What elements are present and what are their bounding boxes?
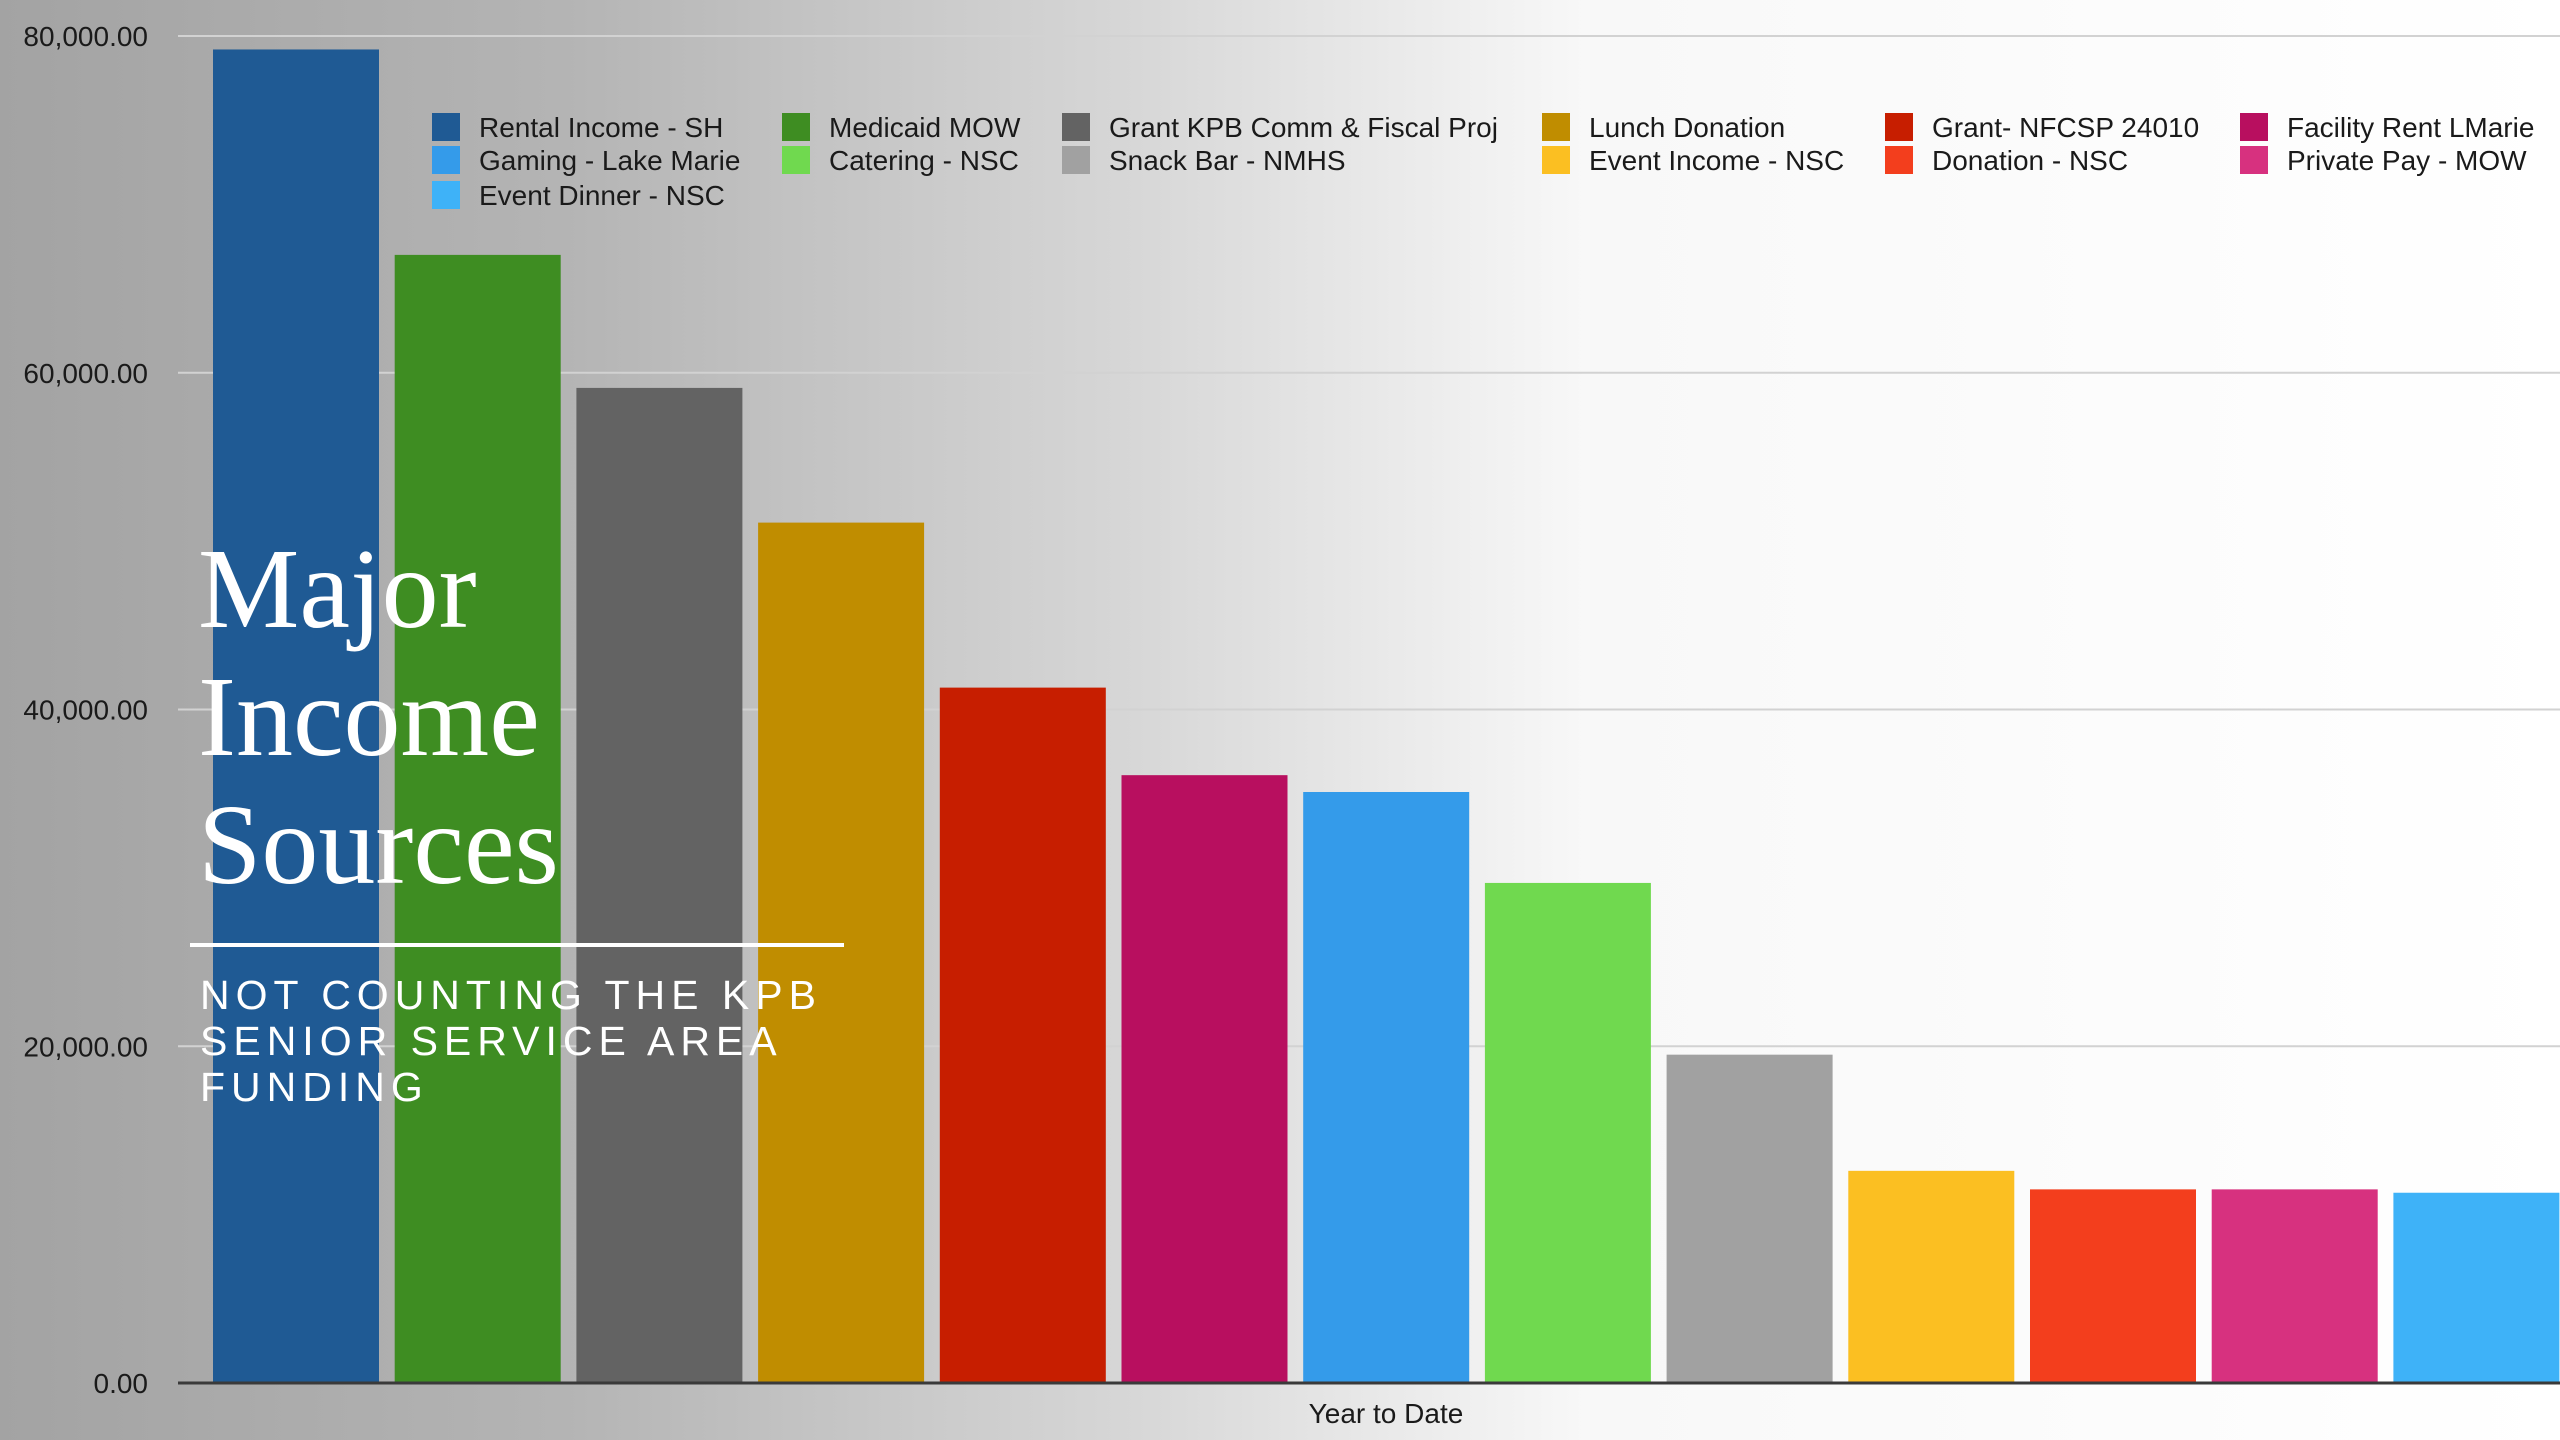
legend-swatch	[1885, 146, 1913, 174]
bar	[1484, 882, 1651, 1383]
y-axis-ticks: 0.00 20,000.00 40,000.00 60,000.00 80,000.00	[23, 21, 148, 1399]
y-tick-label: 80,000.00	[23, 21, 148, 52]
legend-label: Private Pay - MOW	[2287, 145, 2527, 176]
legend-swatch	[432, 181, 460, 209]
legend-label: Grant KPB Comm & Fiscal Proj	[1109, 112, 1498, 143]
bar	[1303, 792, 1470, 1383]
legend-swatch	[1542, 113, 1570, 141]
legend-label: Facility Rent LMarie	[2287, 112, 2534, 143]
x-axis-label: Year to Date	[1309, 1398, 1464, 1429]
legend-label: Grant- NFCSP 24010	[1932, 112, 2199, 143]
legend-label: Lunch Donation	[1589, 112, 1785, 143]
bar	[1848, 1170, 2015, 1383]
bar	[213, 49, 379, 1384]
legend-label: Event Income - NSC	[1589, 145, 1844, 176]
legend-swatch	[432, 113, 460, 141]
bar	[2393, 1192, 2560, 1383]
bar	[1666, 1054, 1833, 1383]
bar	[1121, 775, 1288, 1383]
legend-swatch	[782, 146, 810, 174]
legend-swatch	[432, 146, 460, 174]
title-divider	[190, 943, 844, 947]
y-tick-label: 0.00	[94, 1368, 149, 1399]
bar	[576, 387, 743, 1383]
legend-swatch	[2240, 146, 2268, 174]
grid-lines	[178, 35, 2560, 1048]
legend-swatch	[1885, 113, 1913, 141]
legend-swatch	[1062, 146, 1090, 174]
legend-label: Donation - NSC	[1932, 145, 2128, 176]
bar	[939, 687, 1106, 1383]
legend-swatch	[782, 113, 810, 141]
legend-label: Rental Income - SH	[479, 112, 723, 143]
legend-swatch	[1062, 113, 1090, 141]
y-tick-label: 20,000.00	[23, 1031, 148, 1062]
legend-swatch	[2240, 113, 2268, 141]
slide-title: Major Income Sources	[198, 525, 559, 908]
y-tick-label: 40,000.00	[23, 695, 148, 726]
bar	[2030, 1189, 2196, 1383]
legend-label: Catering - NSC	[829, 145, 1019, 176]
y-tick-label: 60,000.00	[23, 358, 148, 389]
slide-subtitle: NOT COUNTING THE KPB SENIOR SERVICE AREA…	[200, 972, 822, 1110]
legend-label: Gaming - Lake Marie	[479, 145, 740, 176]
legend-label: Snack Bar - NMHS	[1109, 145, 1346, 176]
bar	[394, 254, 561, 1384]
legend-label: Event Dinner - NSC	[479, 180, 725, 211]
bar	[758, 522, 925, 1383]
legend-swatch	[1542, 146, 1570, 174]
bar	[2211, 1189, 2378, 1383]
bars	[213, 49, 2560, 1384]
legend-label: Medicaid MOW	[829, 112, 1021, 143]
